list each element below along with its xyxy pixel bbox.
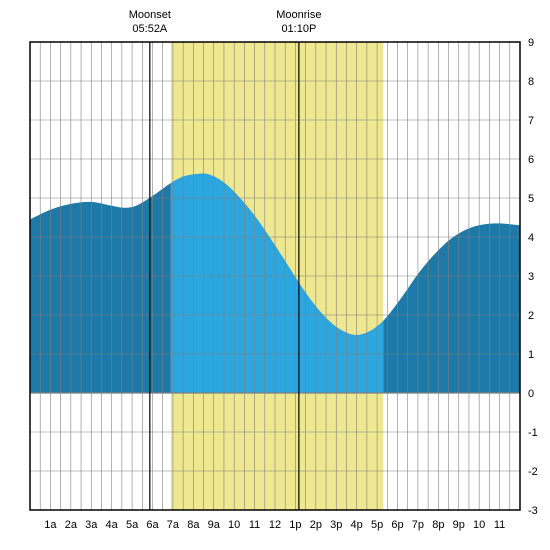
- moonset-time: 05:52A: [132, 23, 168, 35]
- x-tick-label: 1p: [289, 519, 301, 531]
- x-tick-label: 9a: [208, 519, 221, 531]
- x-tick-label: 3a: [85, 519, 98, 531]
- moonrise-title: Moonrise: [276, 9, 321, 21]
- y-tick-label: 1: [528, 349, 534, 361]
- x-tick-label: 5a: [126, 519, 139, 531]
- x-tick-label: 2p: [310, 519, 322, 531]
- x-tick-label: 8a: [187, 519, 200, 531]
- x-tick-label: 4a: [106, 519, 119, 531]
- x-tick-label: 8p: [432, 519, 444, 531]
- x-tick-label: 10: [228, 519, 240, 531]
- x-tick-label: 4p: [351, 519, 363, 531]
- moonrise-time: 01:10P: [281, 23, 316, 35]
- y-tick-label: 2: [528, 310, 534, 322]
- x-tick-label: 7a: [167, 519, 180, 531]
- x-tick-label: 6a: [146, 519, 159, 531]
- x-tick-label: 6p: [391, 519, 403, 531]
- y-tick-label: 8: [528, 76, 534, 88]
- x-tick-label: 2a: [65, 519, 78, 531]
- x-tick-label: 5p: [371, 519, 383, 531]
- chart-svg: -3-2-101234567891a2a3a4a5a6a7a8a9a101112…: [0, 0, 550, 550]
- y-tick-label: 9: [528, 37, 534, 49]
- x-tick-label: 12: [269, 519, 281, 531]
- y-tick-label: -3: [528, 505, 538, 517]
- y-tick-label: 5: [528, 193, 534, 205]
- x-tick-label: 11: [249, 519, 260, 531]
- y-tick-label: 3: [528, 271, 534, 283]
- y-tick-label: 6: [528, 154, 534, 166]
- x-tick-label: 11: [494, 519, 505, 531]
- x-tick-label: 10: [473, 519, 485, 531]
- tide-chart: -3-2-101234567891a2a3a4a5a6a7a8a9a101112…: [0, 0, 550, 550]
- x-tick-label: 3p: [330, 519, 342, 531]
- y-tick-label: -1: [528, 427, 538, 439]
- y-tick-label: 7: [528, 115, 534, 127]
- y-tick-label: -2: [528, 466, 538, 478]
- x-tick-label: 7p: [412, 519, 424, 531]
- moonset-title: Moonset: [129, 9, 171, 21]
- y-tick-label: 4: [528, 232, 534, 244]
- x-tick-label: 9p: [453, 519, 465, 531]
- x-tick-label: 1a: [44, 519, 57, 531]
- y-tick-label: 0: [528, 388, 534, 400]
